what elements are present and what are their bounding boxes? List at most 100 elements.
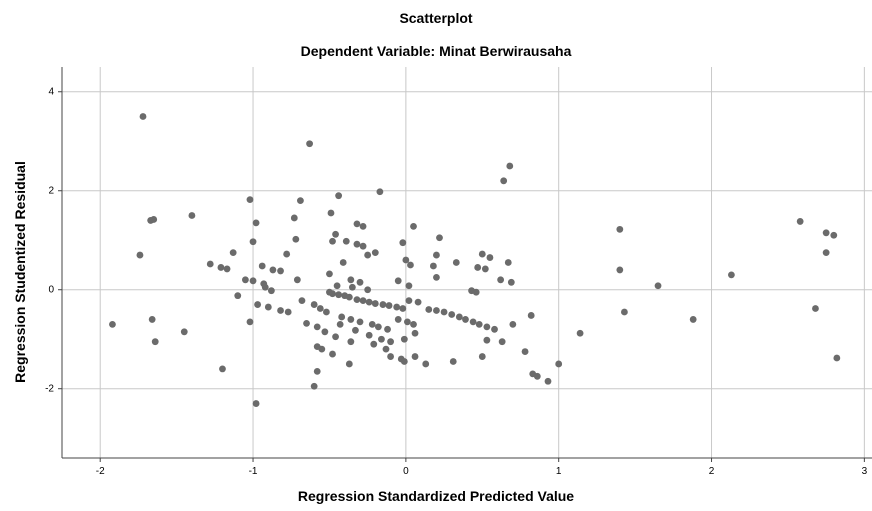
data-point [356, 278, 364, 286]
data-point [379, 301, 387, 308]
x-tick-label: 0 [403, 466, 409, 477]
data-point [403, 318, 411, 326]
data-point [290, 214, 298, 222]
data-point [616, 225, 624, 233]
data-point [318, 345, 326, 353]
data-point [338, 313, 346, 321]
data-point [283, 250, 291, 258]
data-point [533, 372, 541, 380]
data-point [293, 276, 301, 284]
data-point [241, 276, 249, 284]
data-point [292, 235, 300, 243]
data-point [483, 323, 491, 331]
data-point [429, 262, 437, 270]
data-point [261, 283, 269, 291]
data-point [252, 400, 260, 407]
data-point [411, 329, 419, 337]
data-point [654, 282, 662, 290]
data-point [329, 350, 336, 358]
data-point [234, 292, 242, 300]
data-point [313, 323, 321, 331]
data-point [147, 217, 155, 224]
data-point [252, 219, 260, 227]
data-point [151, 338, 159, 346]
data-point [393, 303, 401, 311]
data-point [109, 320, 116, 328]
data-point [822, 229, 830, 237]
data-point [483, 336, 491, 344]
data-point [414, 298, 422, 306]
data-point [521, 348, 529, 355]
data-point [246, 196, 254, 204]
data-point [506, 162, 514, 170]
data-point [352, 326, 359, 334]
x-tick-label: 2 [709, 466, 715, 477]
data-point [310, 382, 318, 390]
data-point [449, 358, 457, 365]
data-point [333, 282, 341, 290]
data-point [474, 264, 482, 271]
data-point [455, 313, 463, 321]
data-point [370, 340, 378, 348]
data-point [353, 240, 361, 248]
data-point [327, 209, 335, 217]
data-point [347, 276, 355, 284]
data-point [481, 265, 489, 273]
data-point [345, 360, 353, 368]
data-point [509, 320, 517, 328]
data-point [364, 286, 372, 294]
data-point [384, 325, 391, 333]
data-point [410, 222, 417, 230]
data-point [498, 338, 506, 346]
data-point [217, 264, 225, 271]
data-point [306, 140, 313, 148]
y-tick-label: 4 [48, 87, 54, 98]
data-point [405, 282, 413, 290]
x-tick-label: 1 [556, 466, 562, 477]
x-tick-label: 3 [862, 466, 868, 477]
data-point [371, 249, 379, 257]
data-point [469, 318, 477, 326]
data-point [336, 320, 344, 328]
data-point [364, 251, 372, 259]
data-point [310, 301, 318, 308]
data-point [833, 354, 841, 362]
data-point [249, 238, 257, 246]
data-point [378, 335, 385, 343]
data-point [387, 353, 394, 360]
data-point [385, 302, 393, 309]
data-point [219, 365, 226, 373]
y-tick-label: 2 [48, 186, 54, 197]
data-point [407, 261, 414, 269]
data-point [478, 353, 486, 360]
data-point [462, 316, 469, 323]
data-point [475, 320, 483, 328]
data-point [497, 276, 505, 284]
data-point [332, 230, 339, 238]
data-point [399, 239, 407, 247]
data-point [329, 237, 336, 245]
chart-subtitle: Dependent Variable: Minat Berwirausaha [300, 43, 572, 59]
data-point [527, 312, 535, 319]
data-point [249, 277, 257, 285]
data-point [433, 251, 440, 259]
data-point [422, 360, 430, 368]
data-point [229, 249, 237, 257]
data-point [500, 177, 508, 185]
data-point [269, 266, 277, 274]
data-point [433, 273, 440, 281]
data-point [544, 377, 552, 385]
data-point [394, 277, 402, 285]
data-point [478, 250, 486, 258]
data-point [313, 367, 321, 375]
data-point [329, 290, 336, 298]
data-point [555, 360, 563, 368]
x-tick-label: -1 [249, 466, 258, 477]
data-point [206, 260, 214, 268]
data-point [347, 338, 355, 346]
data-point [298, 297, 306, 305]
data-point [326, 270, 333, 278]
data-point [812, 305, 819, 312]
data-point [368, 320, 376, 328]
